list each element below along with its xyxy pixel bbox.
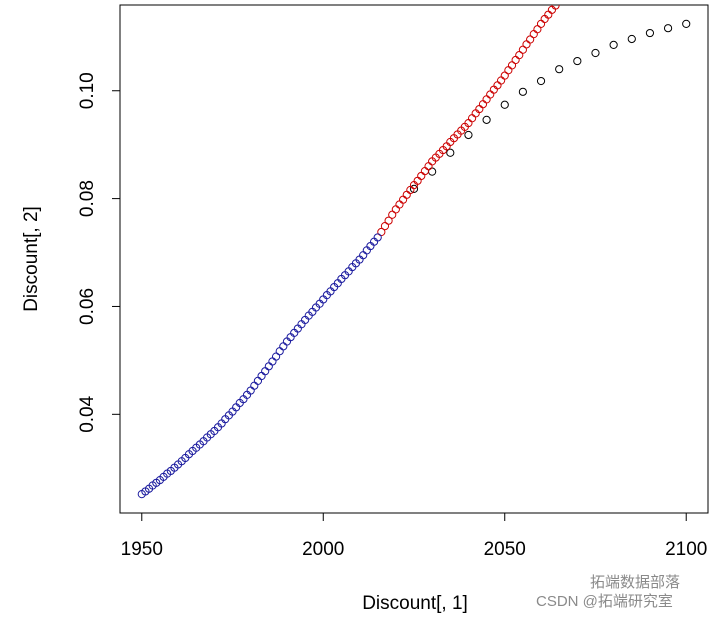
point (268, 357, 277, 366)
point (482, 95, 491, 104)
point (507, 61, 517, 70)
point (424, 162, 433, 171)
point (253, 376, 263, 385)
point (399, 195, 408, 204)
point (279, 342, 288, 351)
point (275, 347, 284, 356)
point (497, 76, 506, 85)
point (533, 25, 542, 34)
point (271, 352, 281, 361)
y-tick-label: 0.08 (77, 180, 98, 217)
y-tick-label: 0.10 (77, 72, 98, 109)
point (264, 362, 273, 371)
y-tick-label: 0.06 (77, 288, 98, 325)
point (682, 19, 691, 28)
point (482, 115, 491, 124)
point (555, 65, 564, 74)
watermark-source: CSDN @拓端研究室 (536, 593, 673, 610)
point (257, 371, 266, 381)
point (428, 167, 437, 176)
point (518, 45, 527, 54)
point (627, 34, 636, 44)
plot-box (119, 4, 709, 514)
point (417, 171, 426, 181)
x-axis-label: Discount[, 1] (362, 593, 468, 614)
point (573, 56, 582, 66)
point (478, 100, 488, 109)
point (500, 71, 509, 80)
point (591, 48, 600, 58)
point (536, 76, 546, 86)
point (420, 166, 429, 176)
y-axis-label: Discount[, 2] (21, 206, 42, 312)
x-tick-label: 1950 (121, 539, 163, 560)
point (609, 40, 618, 50)
point (522, 40, 531, 49)
point (526, 35, 535, 44)
x-tick-label: 2100 (665, 539, 707, 560)
point (663, 24, 673, 33)
watermark-account: 拓端数据部落 (590, 574, 680, 591)
point (409, 184, 419, 193)
point (384, 216, 393, 225)
point (391, 205, 400, 214)
point (261, 367, 270, 376)
point (504, 66, 513, 75)
point (380, 222, 390, 231)
point (551, 5, 560, 10)
y-tick-label: 0.04 (77, 395, 98, 432)
x-tick-label: 2000 (302, 539, 344, 560)
point (500, 100, 509, 109)
point (515, 51, 524, 60)
point (511, 55, 520, 65)
point (446, 148, 455, 157)
point (645, 28, 655, 38)
point (388, 210, 397, 219)
x-tick-label: 2050 (484, 539, 526, 560)
point (486, 90, 495, 99)
point (518, 87, 527, 96)
point (467, 114, 477, 123)
point (402, 190, 411, 199)
point (373, 233, 382, 242)
point (395, 200, 404, 209)
point (536, 19, 546, 28)
point (464, 130, 473, 140)
point (529, 30, 538, 39)
point (250, 381, 259, 390)
